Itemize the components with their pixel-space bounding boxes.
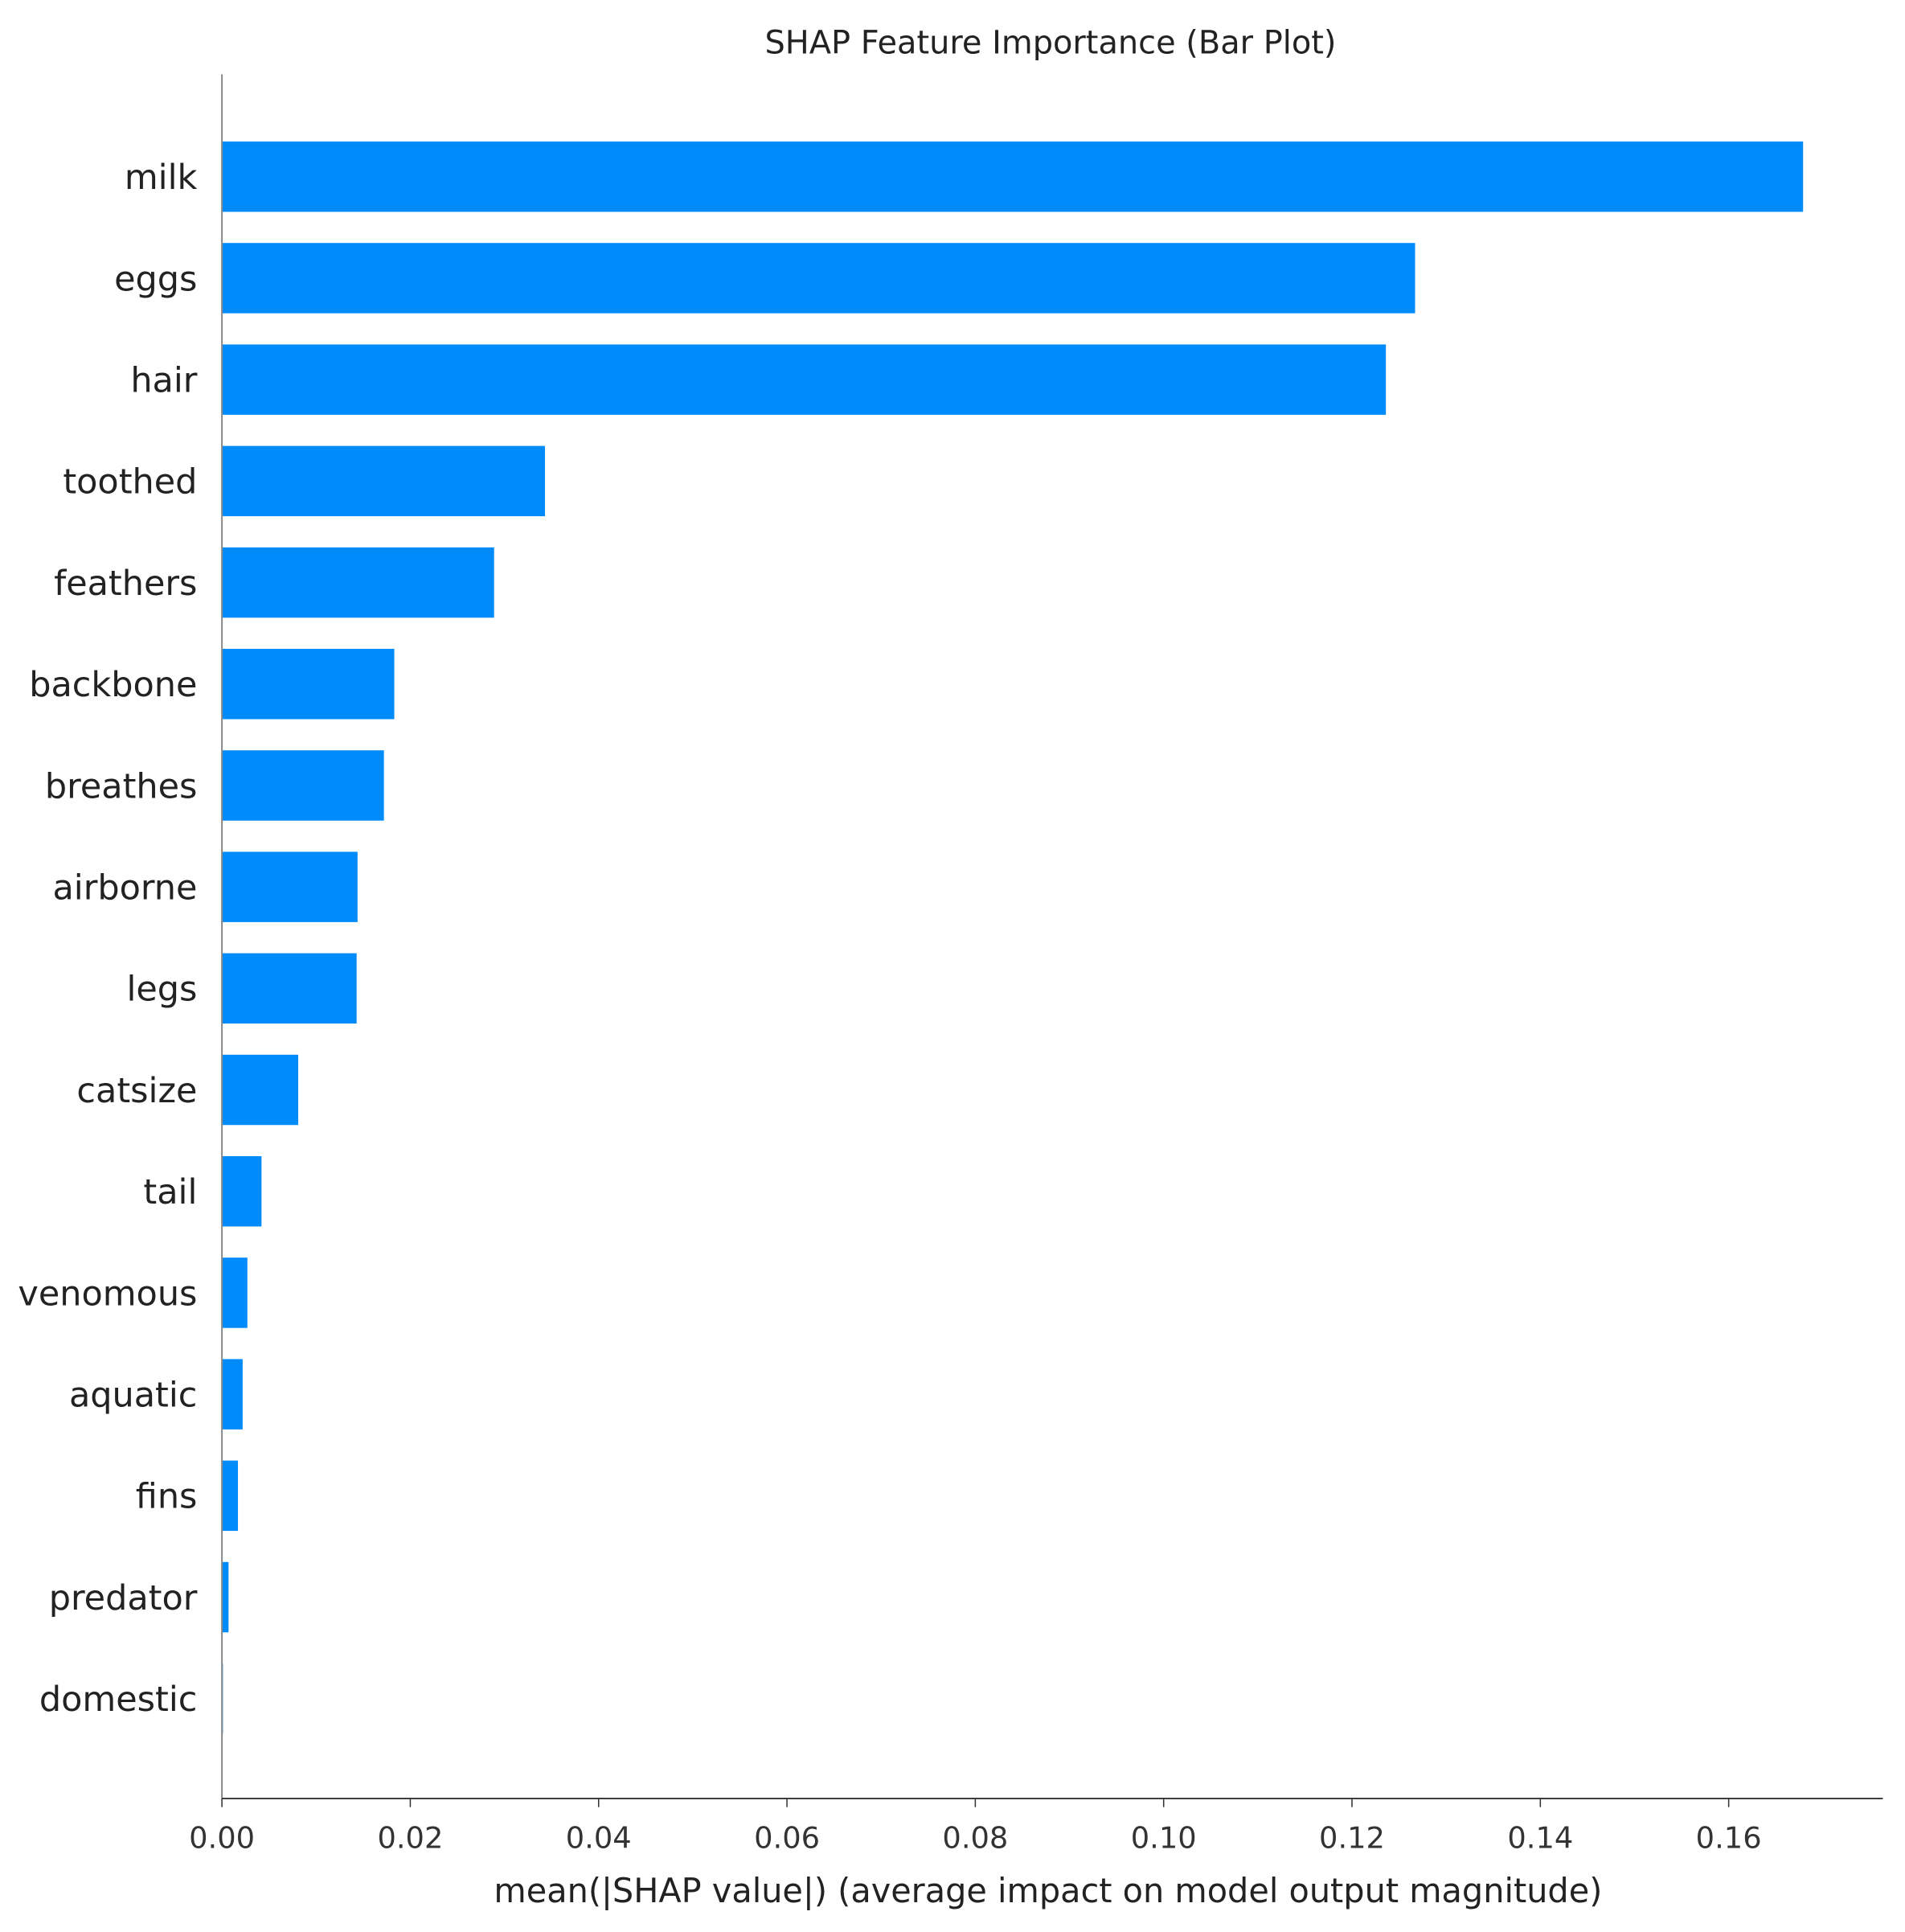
- bar-milk: [222, 142, 1804, 212]
- y-tick-label-venomous: venomous: [18, 1274, 197, 1314]
- bar-predator: [222, 1561, 229, 1633]
- y-tick-label-feathers: feathers: [54, 564, 197, 604]
- x-tick-label: 0.04: [566, 1820, 632, 1855]
- x-tick-label: 0.06: [754, 1820, 820, 1855]
- y-tick-label-legs: legs: [126, 970, 197, 1010]
- bar-tail: [222, 1156, 262, 1227]
- y-tick-label-toothed: toothed: [63, 462, 197, 502]
- bar-aquatic: [222, 1359, 243, 1430]
- bar-feathers: [222, 547, 494, 618]
- x-tick-label: 0.02: [377, 1820, 443, 1855]
- y-tick-label-predator: predator: [49, 1578, 198, 1618]
- y-tick-label-aquatic: aquatic: [69, 1375, 197, 1415]
- x-axis-label: mean(|SHAP value|) (average impact on mo…: [494, 1872, 1602, 1910]
- bar-toothed: [222, 445, 545, 517]
- y-tick-labels: milk eggs hair toothed feathers backbone breat…: [18, 158, 197, 1720]
- y-tick-label-tail: tail: [143, 1172, 197, 1212]
- bar-hair: [222, 344, 1387, 415]
- x-tick-label: 0.10: [1131, 1820, 1197, 1855]
- x-ticks: 0.00 0.02 0.04 0.06 0.08 0.10 0.12 0.14 0.16: [189, 1798, 1762, 1855]
- bar-eggs: [222, 243, 1415, 314]
- bar-fins: [222, 1460, 239, 1532]
- bar-venomous: [222, 1257, 248, 1328]
- x-tick-label: 0.08: [942, 1820, 1008, 1855]
- bar-catsize: [222, 1054, 299, 1126]
- y-tick-label-backbone: backbone: [29, 665, 197, 705]
- y-tick-label-hair: hair: [130, 360, 197, 400]
- x-tick-label: 0.14: [1507, 1820, 1573, 1855]
- y-tick-label-airborne: airborne: [52, 868, 197, 908]
- bar-backbone: [222, 649, 395, 720]
- x-tick-label: 0.00: [189, 1820, 255, 1855]
- x-tick-label: 0.12: [1319, 1820, 1385, 1855]
- x-tick-label: 0.16: [1696, 1820, 1762, 1855]
- y-tick-label-breathes: breathes: [45, 766, 198, 806]
- y-tick-label-catsize: catsize: [76, 1071, 197, 1111]
- y-tick-label-eggs: eggs: [114, 259, 197, 299]
- bar-legs: [222, 953, 357, 1024]
- bar-airborne: [222, 851, 358, 922]
- y-tick-label-domestic: domestic: [39, 1680, 198, 1720]
- bars-group: [222, 142, 1804, 1734]
- y-tick-label-fins: fins: [136, 1477, 198, 1517]
- y-tick-label-milk: milk: [125, 158, 198, 198]
- chart-title: SHAP Feature Importance (Bar Plot): [764, 24, 1336, 61]
- bar-breathes: [222, 750, 384, 821]
